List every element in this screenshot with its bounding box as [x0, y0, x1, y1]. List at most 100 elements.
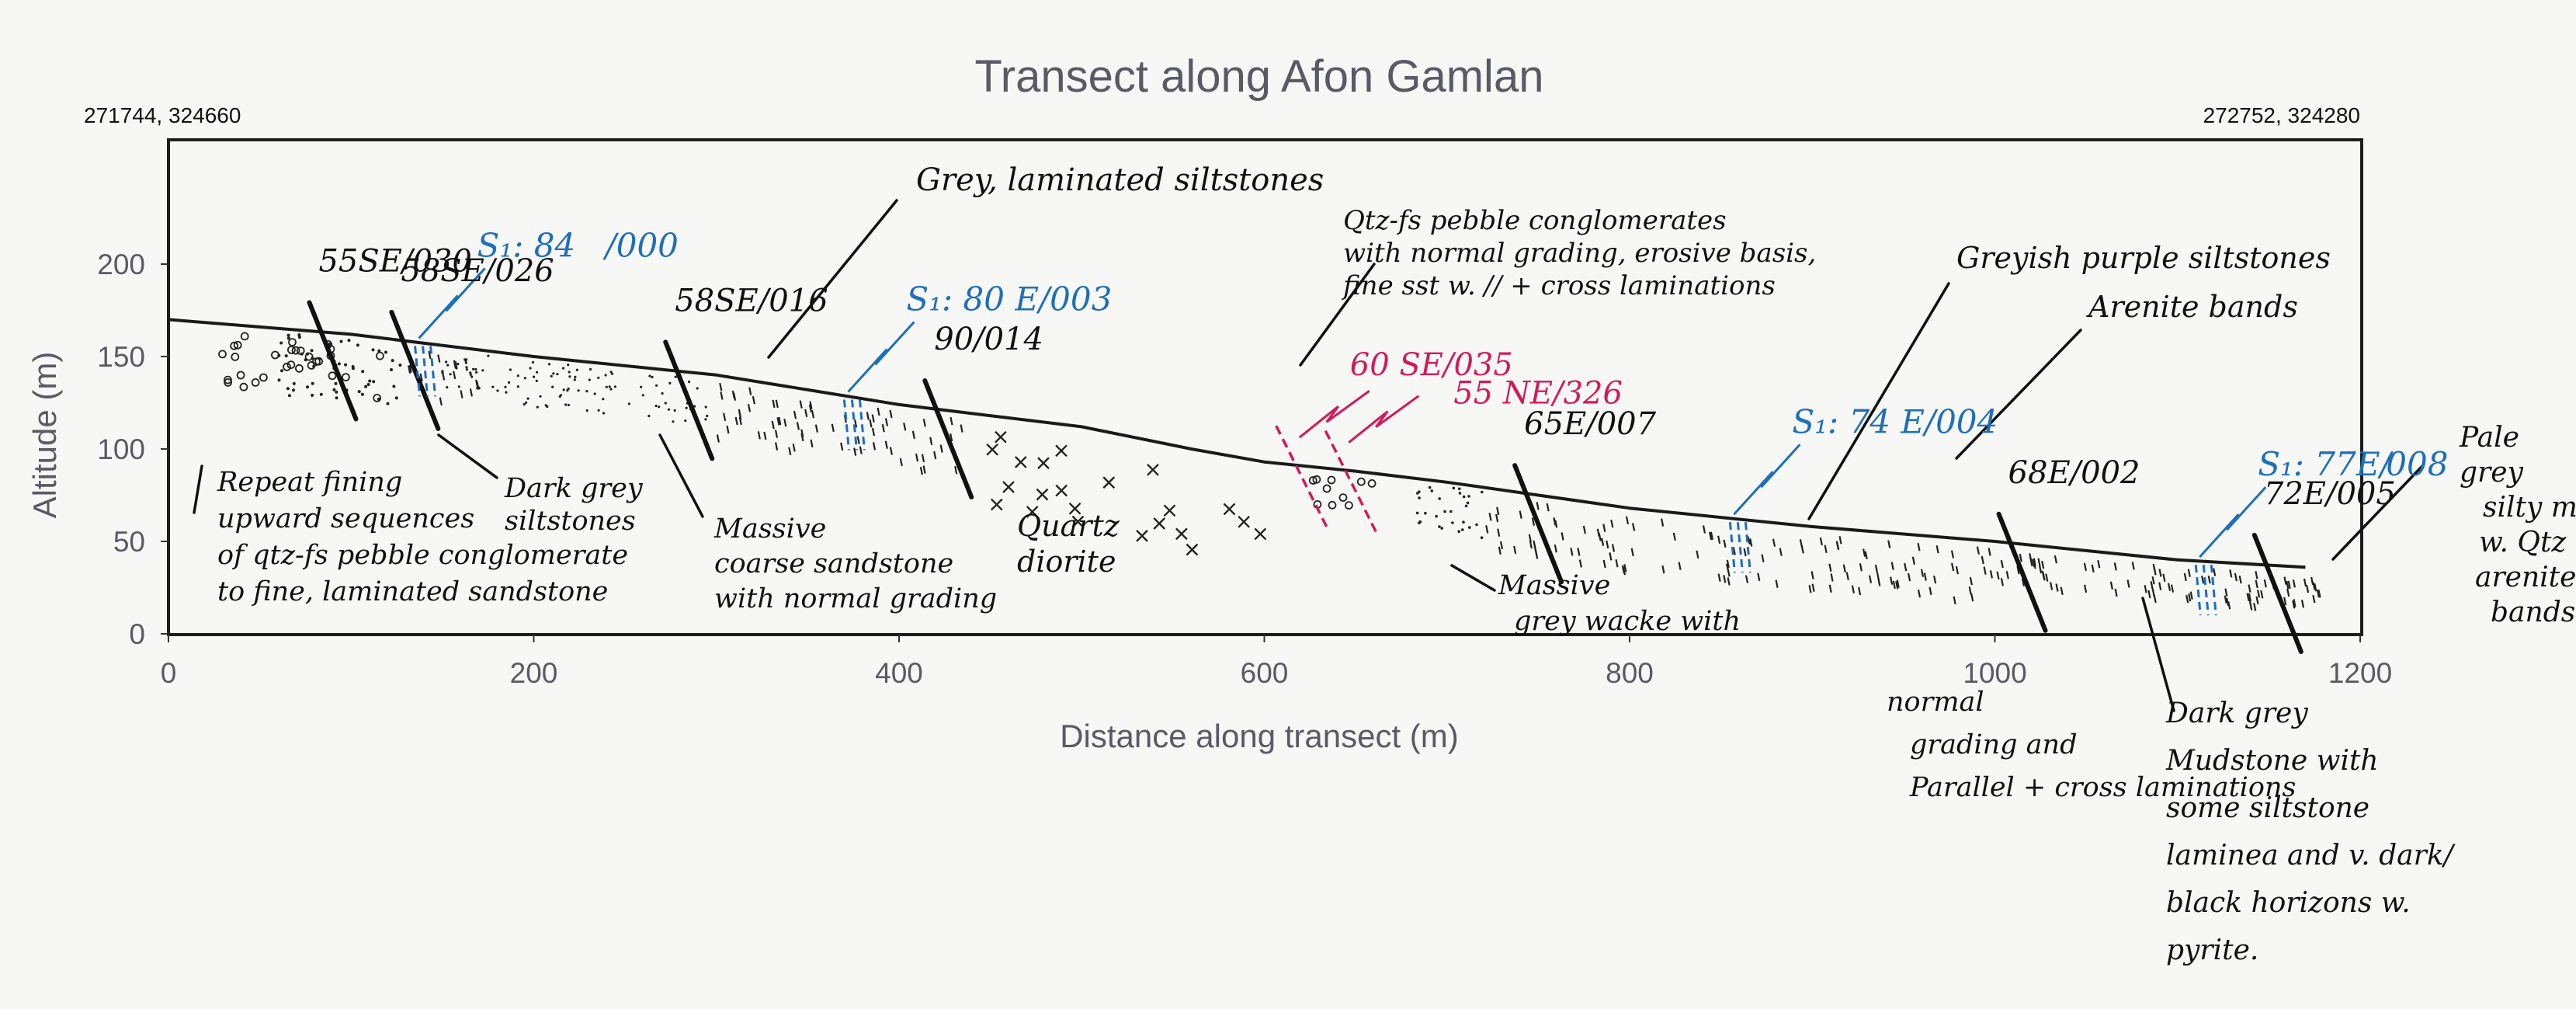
sandstone-stipple: [472, 367, 475, 371]
siltstone-dash: [747, 404, 752, 412]
siltstone-dash: [814, 424, 818, 433]
sandstone-stipple: [286, 336, 290, 340]
sandstone-stipple: [1452, 486, 1456, 490]
sandstone-stipple: [449, 373, 452, 376]
sandstone-stipple: [567, 387, 570, 391]
siltstone-dash: [1908, 572, 1911, 582]
sandstone-stipple: [1475, 523, 1478, 527]
siltstone-dash: [1983, 566, 1987, 575]
sandstone-stipple: [516, 374, 519, 378]
siltstone-dash: [2263, 579, 2267, 588]
sandstone-stipple: [567, 403, 571, 407]
siltstone-dash: [2283, 597, 2287, 606]
siltstone-dash: [2227, 601, 2231, 610]
sandstone-stipple: [641, 394, 644, 397]
siltstone-dash: [2153, 567, 2157, 576]
conglomerate-pebble: [223, 375, 232, 384]
annotation-text: siltstones: [505, 506, 636, 537]
bedding-dip-mark: [389, 309, 441, 431]
sandstone-stipple: [1415, 511, 1419, 515]
annotation-text: normal: [1887, 687, 1984, 718]
siltstone-dash: [877, 407, 880, 416]
siltstone-dash: [1863, 548, 1866, 557]
siltstone-dash: [428, 350, 432, 360]
siltstone-dash: [2045, 573, 2049, 582]
sandstone-stipple: [573, 378, 576, 381]
sandstone-stipple: [1435, 514, 1438, 518]
sandstone-stipple: [585, 409, 588, 412]
structure-label: 58SE/026: [401, 253, 554, 289]
sandstone-stipple: [658, 405, 661, 409]
sandstone-stipple: [610, 372, 614, 375]
siltstone-dash: [2229, 569, 2233, 578]
siltstone-dash: [475, 379, 479, 388]
siltstone-dash: [2255, 579, 2258, 589]
diorite-cross: [1102, 476, 1116, 489]
diorite-cross: [1163, 504, 1176, 517]
sandstone-stipple: [1457, 530, 1460, 533]
sandstone-stipple: [287, 394, 291, 398]
siltstone-dash: [1554, 544, 1557, 553]
sandstone-stipple: [469, 371, 472, 374]
sandstone-stipple: [539, 395, 542, 398]
siltstone-dash: [922, 419, 926, 427]
sandstone-stipple: [335, 390, 338, 394]
siltstone-dash: [2060, 586, 2064, 596]
sandstone-stipple: [319, 392, 323, 396]
siltstone-dash: [2158, 582, 2162, 590]
annotation-text: with normal grading: [714, 583, 997, 614]
sandstone-stipple: [523, 377, 526, 380]
sandstone-stipple: [575, 368, 578, 371]
sandstone-stipple: [1418, 520, 1422, 524]
annotation-text: fine sst w. // + cross laminations: [1341, 270, 1776, 301]
siltstone-dash: [1513, 545, 1517, 555]
siltstone-dash: [799, 400, 803, 409]
siltstone-dash: [1553, 517, 1557, 526]
siltstone-dash: [1661, 565, 1665, 574]
bedding-dip-mark: [663, 339, 715, 461]
diorite-cross: [1036, 488, 1049, 501]
bedding-dip-mark: [307, 300, 359, 422]
siltstone-dash: [2249, 602, 2253, 611]
annotation-text: Mudstone with: [2165, 745, 2379, 777]
siltstone-dash: [2016, 565, 2020, 575]
sandstone-stipple: [577, 389, 580, 392]
siltstone-dash: [899, 458, 903, 467]
sandstone-stipple: [558, 395, 561, 398]
siltstone-dash: [840, 442, 844, 451]
annotation-text: Greyish purple siltstones: [1956, 241, 2331, 275]
annotation-leader: [1299, 263, 1376, 367]
sandstone-stipple: [475, 371, 478, 374]
siltstone-dash: [2019, 553, 2022, 562]
siltstone-dash: [1858, 586, 1862, 596]
sandstone-stipple: [311, 393, 314, 397]
siltstone-dash: [2041, 570, 2045, 579]
sandstone-stipple: [361, 370, 365, 374]
diorite-cross: [1136, 530, 1148, 542]
sandstone-stipple: [1464, 504, 1468, 508]
sandstone-stipple: [386, 402, 390, 405]
annotation-text: arenite: [2475, 562, 2576, 593]
siltstone-dash: [809, 401, 813, 409]
sandstone-stipple: [474, 367, 477, 371]
sandstone-stipple: [507, 381, 511, 384]
siltstone-dash: [748, 387, 752, 395]
siltstone-dash: [1723, 575, 1727, 583]
siltstone-dash: [2283, 576, 2287, 585]
siltstone-dash: [856, 436, 860, 444]
plot-frame: [161, 138, 2363, 642]
diorite-cross: [1254, 527, 1267, 541]
sandstone-stipple: [300, 352, 304, 356]
siltstone-dash: [1717, 573, 1721, 582]
siltstone-dash: [1529, 540, 1533, 549]
siltstone-dash: [1727, 569, 1731, 577]
siltstone-dash: [1808, 585, 1812, 593]
y-tick-label: 50: [113, 526, 145, 558]
sandstone-stipple: [674, 375, 677, 378]
sandstone-stipple: [525, 401, 528, 404]
siltstone-dash: [1630, 548, 1634, 557]
sandstone-stipple: [562, 367, 565, 370]
sandstone-stipple: [704, 405, 707, 409]
siltstone-dash: [726, 425, 730, 434]
annotation-leader: [2141, 597, 2175, 712]
